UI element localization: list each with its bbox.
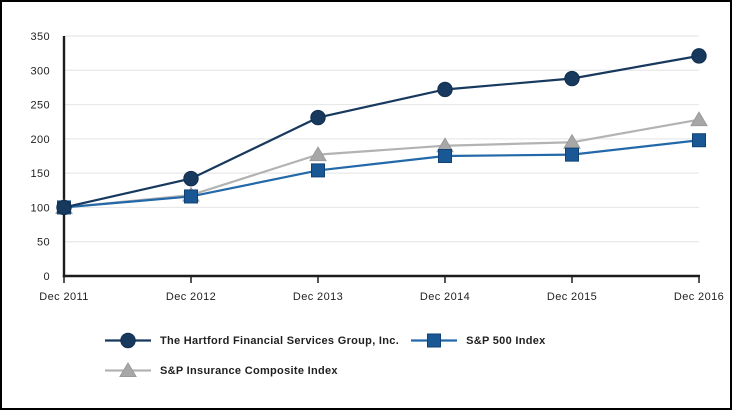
svg-text:200: 200	[30, 134, 50, 146]
svg-text:Dec 2012: Dec 2012	[166, 291, 216, 303]
performance-line-chart: 350 300 250 200 150 100 50 0 Dec 2011 Dec 2012 Dec…	[30, 31, 724, 303]
svg-text:Dec 2013: Dec 2013	[293, 291, 343, 303]
svg-text:Dec 2011: Dec 2011	[39, 291, 88, 303]
legend-item-sp-insurance: S&P Insurance Composite Index	[105, 362, 338, 379]
svg-text:Dec 2016: Dec 2016	[674, 291, 724, 303]
svg-text:100: 100	[30, 202, 50, 214]
svg-text:50: 50	[37, 237, 50, 249]
legend-item-hartford: The Hartford Financial Services Group, I…	[105, 332, 399, 349]
legend-label-sp500: S&P 500 Index	[466, 334, 546, 347]
legend-row-1: The Hartford Financial Services Group, I…	[105, 332, 730, 349]
svg-text:Dec 2015: Dec 2015	[547, 291, 597, 303]
svg-text:150: 150	[30, 168, 50, 180]
legend-item-sp500: S&P 500 Index	[411, 332, 546, 349]
svg-text:350: 350	[30, 31, 50, 43]
chart-legend: The Hartford Financial Services Group, I…	[2, 313, 730, 379]
sp-insurance-triangle-marker-icon	[105, 362, 151, 377]
svg-text:0: 0	[43, 271, 50, 283]
svg-text:Dec 2014: Dec 2014	[420, 291, 470, 303]
hartford-circle-marker-icon	[105, 332, 151, 349]
legend-label-hartford: The Hartford Financial Services Group, I…	[160, 334, 400, 347]
sp500-square-marker-icon	[411, 333, 458, 348]
legend-row-2: S&P Insurance Composite Index	[105, 362, 730, 379]
legend-label-sp-insurance: S&P Insurance Composite Index	[160, 364, 338, 377]
svg-text:300: 300	[30, 65, 50, 77]
svg-text:250: 250	[30, 100, 50, 112]
